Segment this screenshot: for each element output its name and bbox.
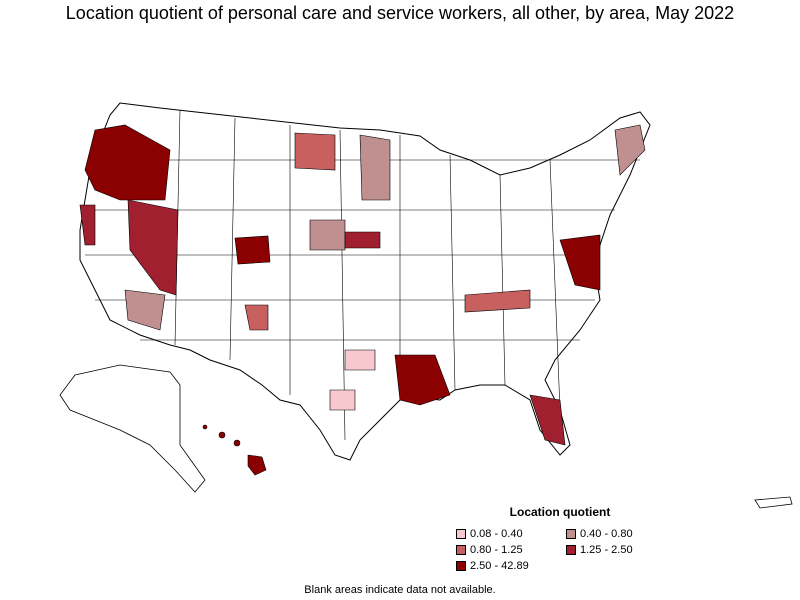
legend-swatch-4	[566, 545, 576, 555]
legend-swatch-3	[456, 545, 466, 555]
legend-swatch-2	[566, 529, 576, 539]
region-new-mexico	[244, 304, 269, 331]
map-title: Location quotient of personal care and s…	[65, 3, 735, 23]
region-louisiana	[394, 354, 451, 406]
region-nebraska	[309, 219, 346, 251]
hawaii-islands	[202, 424, 267, 476]
region-colorado	[234, 235, 271, 265]
region-florida	[529, 394, 566, 446]
region-kansas-high	[344, 231, 381, 249]
legend-label-3: 0.80 - 1.25	[470, 544, 523, 556]
region-new-england	[614, 124, 646, 176]
legend-swatch-1	[456, 529, 466, 539]
alaska-outline	[59, 364, 206, 493]
region-california-south	[124, 289, 166, 331]
region-oregon-washington	[84, 124, 171, 201]
legend-item-5: 2.50 - 42.89	[456, 559, 566, 573]
legend-item-3: 0.80 - 1.25	[456, 543, 566, 557]
region-tennessee	[464, 289, 531, 313]
legend-label-4: 1.25 - 2.50	[580, 544, 633, 556]
region-minnesota	[359, 134, 391, 201]
region-north-dakota	[294, 132, 336, 171]
legend-label-5: 2.50 - 42.89	[470, 560, 529, 572]
legend-item-2: 0.40 - 0.80	[566, 527, 676, 541]
region-texas-light	[344, 349, 376, 371]
puerto-rico-outline	[754, 496, 793, 509]
region-nevada	[127, 199, 179, 296]
region-california-north	[79, 204, 96, 246]
region-texas-south	[329, 389, 356, 411]
legend-swatch-5	[456, 561, 466, 571]
footnote: Blank areas indicate data not available.	[304, 584, 496, 596]
legend-item-1: 0.08 - 0.40	[456, 527, 566, 541]
legend-title: Location quotient	[509, 505, 611, 519]
legend-item-4: 1.25 - 2.50	[566, 543, 676, 557]
legend-label-1: 0.08 - 0.40	[470, 528, 523, 540]
region-maryland	[559, 234, 601, 291]
legend-label-2: 0.40 - 0.80	[580, 528, 633, 540]
legend: 0.08 - 0.40 0.40 - 0.80 0.80 - 1.25 1.25…	[456, 527, 676, 573]
